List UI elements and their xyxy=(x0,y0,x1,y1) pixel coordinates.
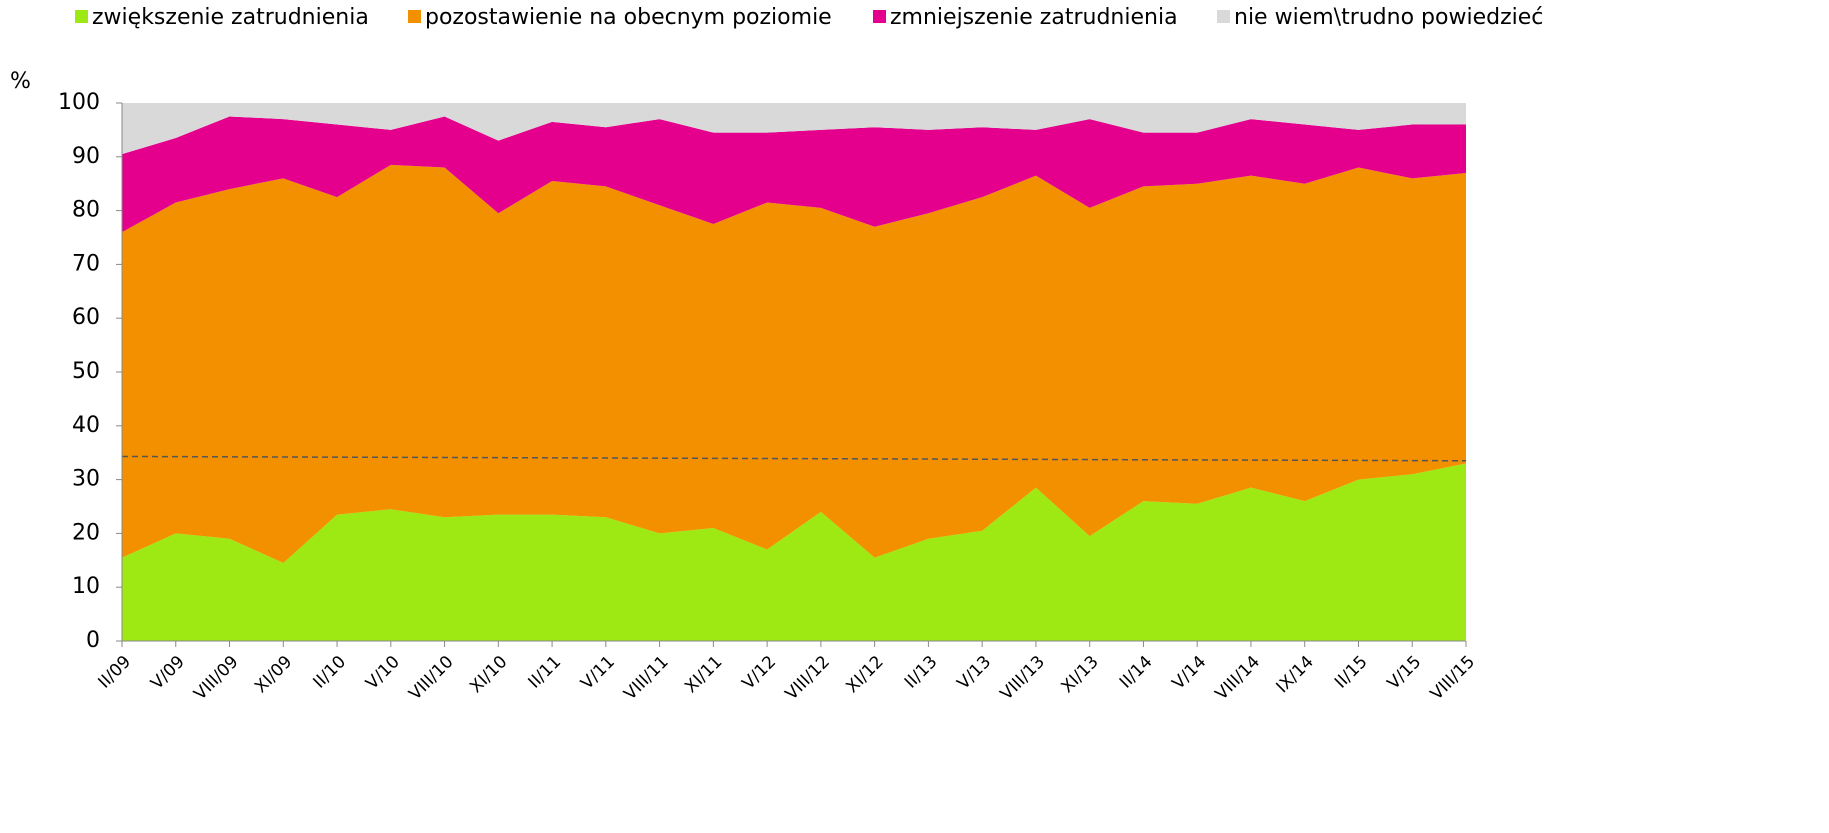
y-tick-label: 60 xyxy=(72,305,100,330)
x-tick-label: V/13 xyxy=(954,652,996,694)
x-tick-label: V/14 xyxy=(1169,652,1211,694)
x-tick-label: XI/10 xyxy=(466,652,511,697)
area xyxy=(122,116,1466,233)
y-tick-label: 70 xyxy=(72,251,100,276)
x-tick-label: XI/12 xyxy=(842,652,887,697)
x-tick-label: V/15 xyxy=(1384,652,1426,694)
y-tick-label: 30 xyxy=(72,467,100,492)
y-tick-label: 0 xyxy=(86,628,100,653)
x-tick-label: II/10 xyxy=(310,652,351,693)
x-tick-label: VIII/12 xyxy=(782,652,834,704)
legend-swatch xyxy=(408,10,421,23)
x-tick-label: VIII/10 xyxy=(405,652,457,704)
x-tick-label: II/11 xyxy=(525,652,566,693)
x-tick-label: V/11 xyxy=(577,652,619,694)
x-tick-label: VIII/14 xyxy=(1212,652,1264,704)
legend-label: pozostawienie na obecnym poziomie xyxy=(425,5,832,30)
area xyxy=(122,164,1466,563)
x-tick-label: VIII/13 xyxy=(997,652,1049,704)
x-tick-label: VIII/11 xyxy=(620,652,672,704)
x-tick-label: II/15 xyxy=(1331,652,1372,693)
legend-label: zwiększenie zatrudnienia xyxy=(92,5,369,30)
x-tick-label: V/12 xyxy=(738,652,780,694)
legend-swatch xyxy=(75,10,88,23)
x-tick-label: XI/13 xyxy=(1057,652,1102,697)
area xyxy=(122,103,1466,155)
x-tick-label: II/13 xyxy=(901,652,942,693)
area xyxy=(122,463,1466,641)
x-tick-label: II/09 xyxy=(94,652,135,693)
y-tick-label: 80 xyxy=(72,198,100,223)
y-tick-label: 20 xyxy=(72,520,100,545)
legend-swatch xyxy=(873,10,886,23)
x-tick-label: VIII/09 xyxy=(190,652,242,704)
y-tick-label: 90 xyxy=(72,144,100,169)
x-tick-label: II/14 xyxy=(1116,652,1157,693)
y-tick-label: 10 xyxy=(72,574,100,599)
x-tick-label: VIII/15 xyxy=(1427,652,1479,704)
y-tick-label: 100 xyxy=(58,90,100,115)
y-tick-label: 40 xyxy=(72,413,100,438)
x-tick-label: V/10 xyxy=(362,652,404,694)
x-tick-label: V/09 xyxy=(147,652,189,694)
y-axis-label: % xyxy=(10,69,31,94)
x-tick-label: IX/14 xyxy=(1273,652,1318,697)
trendline xyxy=(121,455,1467,462)
legend-label: zmniejszenie zatrudnienia xyxy=(890,5,1178,30)
legend-label: nie wiem\trudno powiedzieć xyxy=(1234,5,1543,30)
y-tick-label: 50 xyxy=(72,359,100,384)
x-tick-label: XI/09 xyxy=(251,652,296,697)
x-tick-label: XI/11 xyxy=(681,652,726,697)
legend-swatch xyxy=(1217,10,1230,23)
